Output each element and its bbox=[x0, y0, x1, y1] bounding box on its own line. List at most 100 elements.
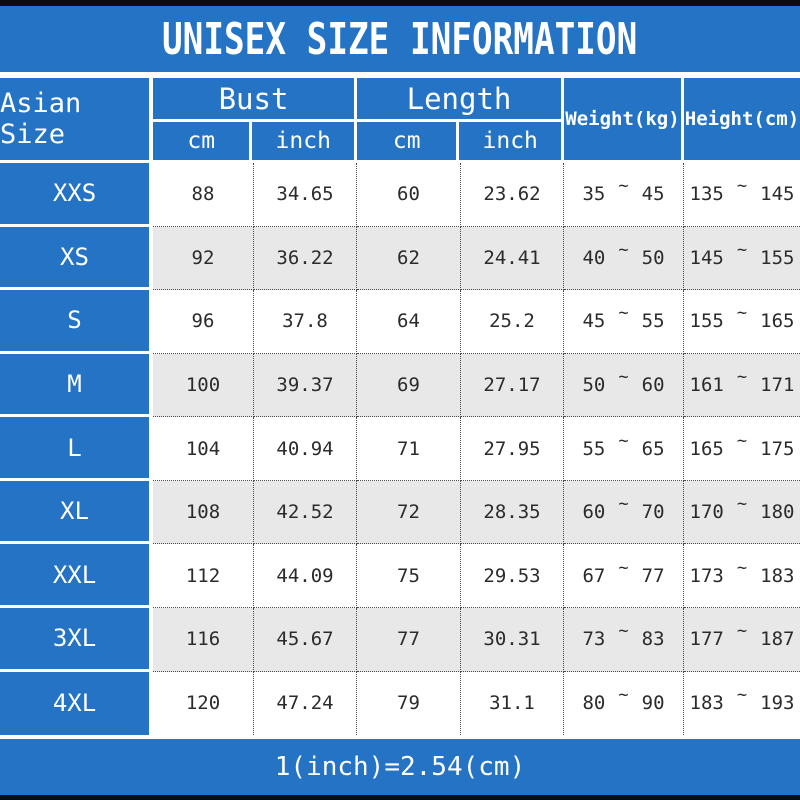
length-inch-value: 28.35 bbox=[461, 480, 564, 545]
size-row-xxs: XXS 88 34.65 60 23.62 35 ~45 135 ~145 bbox=[0, 163, 800, 227]
bust-cm-value: 92 bbox=[153, 226, 254, 291]
height-min: 177 bbox=[689, 628, 724, 651]
height-min: 165 bbox=[689, 437, 724, 460]
weight-min: 67 bbox=[582, 564, 606, 587]
size-label: XL bbox=[0, 480, 153, 545]
size-label: XXS bbox=[0, 163, 153, 227]
bust-inch-value: 34.65 bbox=[254, 163, 357, 227]
height-range: 145 ~155 bbox=[684, 226, 800, 291]
bust-cm-value: 104 bbox=[153, 417, 254, 481]
header-bust: Bust bbox=[153, 78, 354, 122]
header-bust-units: cm inch bbox=[153, 122, 354, 160]
top-border-bar bbox=[0, 0, 800, 6]
tilde-icon: ~ bbox=[618, 557, 629, 578]
conversion-note: 1(inch)=2.54(cm) bbox=[274, 752, 526, 782]
header-bust-cm: cm bbox=[153, 122, 253, 160]
weight-range: 40 ~50 bbox=[564, 226, 684, 291]
length-cm-value: 60 bbox=[357, 163, 461, 227]
weight-max: 77 bbox=[641, 564, 665, 587]
footer-band: 1(inch)=2.54(cm) bbox=[0, 735, 800, 795]
height-max: 165 bbox=[760, 310, 795, 333]
tilde-icon: ~ bbox=[736, 176, 748, 197]
weight-min: 50 bbox=[582, 373, 606, 396]
bust-inch-value: 45.67 bbox=[254, 607, 357, 672]
title-band: UNISEX SIZE INFORMATION bbox=[0, 6, 800, 72]
height-max: 171 bbox=[760, 373, 795, 396]
weight-max: 83 bbox=[641, 628, 665, 651]
bust-inch-value: 37.8 bbox=[254, 290, 357, 354]
weight-min: 60 bbox=[582, 501, 606, 524]
height-min: 155 bbox=[689, 310, 724, 333]
length-cm-value: 77 bbox=[357, 607, 461, 672]
size-label: 4XL bbox=[0, 671, 153, 736]
bust-inch-value: 47.24 bbox=[254, 671, 357, 736]
length-cm-value: 64 bbox=[357, 290, 461, 354]
header-length: Length bbox=[357, 78, 561, 122]
weight-range: 73 ~83 bbox=[564, 607, 684, 672]
length-cm-value: 69 bbox=[357, 353, 461, 418]
size-label: XS bbox=[0, 226, 153, 291]
weight-max: 60 bbox=[641, 373, 665, 396]
tilde-icon: ~ bbox=[736, 430, 748, 451]
length-inch-value: 30.31 bbox=[461, 607, 564, 672]
weight-max: 65 bbox=[641, 437, 665, 460]
length-cm-value: 62 bbox=[357, 226, 461, 291]
height-range: 170 ~180 bbox=[684, 480, 800, 545]
bust-cm-value: 108 bbox=[153, 480, 254, 545]
page-title: UNISEX SIZE INFORMATION bbox=[162, 13, 638, 65]
height-max: 145 bbox=[760, 183, 795, 206]
size-row-xxl: XXL 112 44.09 75 29.53 67 ~77 173 ~183 bbox=[0, 544, 800, 608]
length-cm-value: 75 bbox=[357, 544, 461, 608]
header-length-cm: cm bbox=[357, 122, 460, 160]
tilde-icon: ~ bbox=[618, 366, 629, 387]
height-range: 155 ~165 bbox=[684, 290, 800, 354]
weight-min: 55 bbox=[582, 437, 606, 460]
height-max: 180 bbox=[760, 501, 795, 524]
bust-cm-value: 96 bbox=[153, 290, 254, 354]
length-cm-value: 71 bbox=[357, 417, 461, 481]
weight-min: 35 bbox=[582, 183, 606, 206]
bust-cm-value: 120 bbox=[153, 671, 254, 736]
tilde-icon: ~ bbox=[736, 239, 748, 260]
weight-range: 80 ~90 bbox=[564, 671, 684, 736]
header-group-bust: Bust cm inch bbox=[153, 78, 357, 160]
bust-inch-value: 44.09 bbox=[254, 544, 357, 608]
weight-max: 45 bbox=[641, 183, 665, 206]
length-cm-value: 72 bbox=[357, 480, 461, 545]
weight-max: 50 bbox=[641, 246, 665, 269]
height-max: 183 bbox=[760, 564, 795, 587]
height-min: 145 bbox=[689, 246, 724, 269]
size-row-s: S 96 37.8 64 25.2 45 ~55 155 ~165 bbox=[0, 290, 800, 354]
bust-inch-value: 40.94 bbox=[254, 417, 357, 481]
tilde-icon: ~ bbox=[736, 685, 748, 706]
weight-min: 40 bbox=[582, 246, 606, 269]
size-label: S bbox=[0, 290, 153, 354]
height-max: 155 bbox=[760, 246, 795, 269]
tilde-icon: ~ bbox=[618, 685, 629, 706]
height-range: 183 ~193 bbox=[684, 671, 800, 736]
height-range: 165 ~175 bbox=[684, 417, 800, 481]
weight-min: 45 bbox=[582, 310, 606, 333]
title-divider bbox=[0, 72, 800, 78]
weight-max: 55 bbox=[641, 310, 665, 333]
bust-inch-value: 39.37 bbox=[254, 353, 357, 418]
size-row-4xl: 4XL 120 47.24 79 31.1 80 ~90 183 ~193 bbox=[0, 671, 800, 736]
height-min: 135 bbox=[689, 183, 724, 206]
tilde-icon: ~ bbox=[618, 494, 629, 515]
size-row-xs: XS 92 36.22 62 24.41 40 ~50 145 ~155 bbox=[0, 226, 800, 291]
table-header: Asian Size Bust cm inch Length cm inch W… bbox=[0, 78, 800, 163]
height-min: 183 bbox=[689, 692, 724, 715]
header-weight: Weight(kg) bbox=[564, 78, 684, 160]
tilde-icon: ~ bbox=[618, 303, 629, 324]
length-inch-value: 29.53 bbox=[461, 544, 564, 608]
tilde-icon: ~ bbox=[736, 494, 748, 515]
length-inch-value: 31.1 bbox=[461, 671, 564, 736]
height-min: 161 bbox=[689, 373, 724, 396]
weight-min: 80 bbox=[582, 692, 606, 715]
length-inch-value: 27.95 bbox=[461, 417, 564, 481]
tilde-icon: ~ bbox=[618, 621, 629, 642]
weight-range: 60 ~70 bbox=[564, 480, 684, 545]
size-row-xl: XL 108 42.52 72 28.35 60 ~70 170 ~180 bbox=[0, 480, 800, 545]
weight-max: 90 bbox=[641, 692, 665, 715]
